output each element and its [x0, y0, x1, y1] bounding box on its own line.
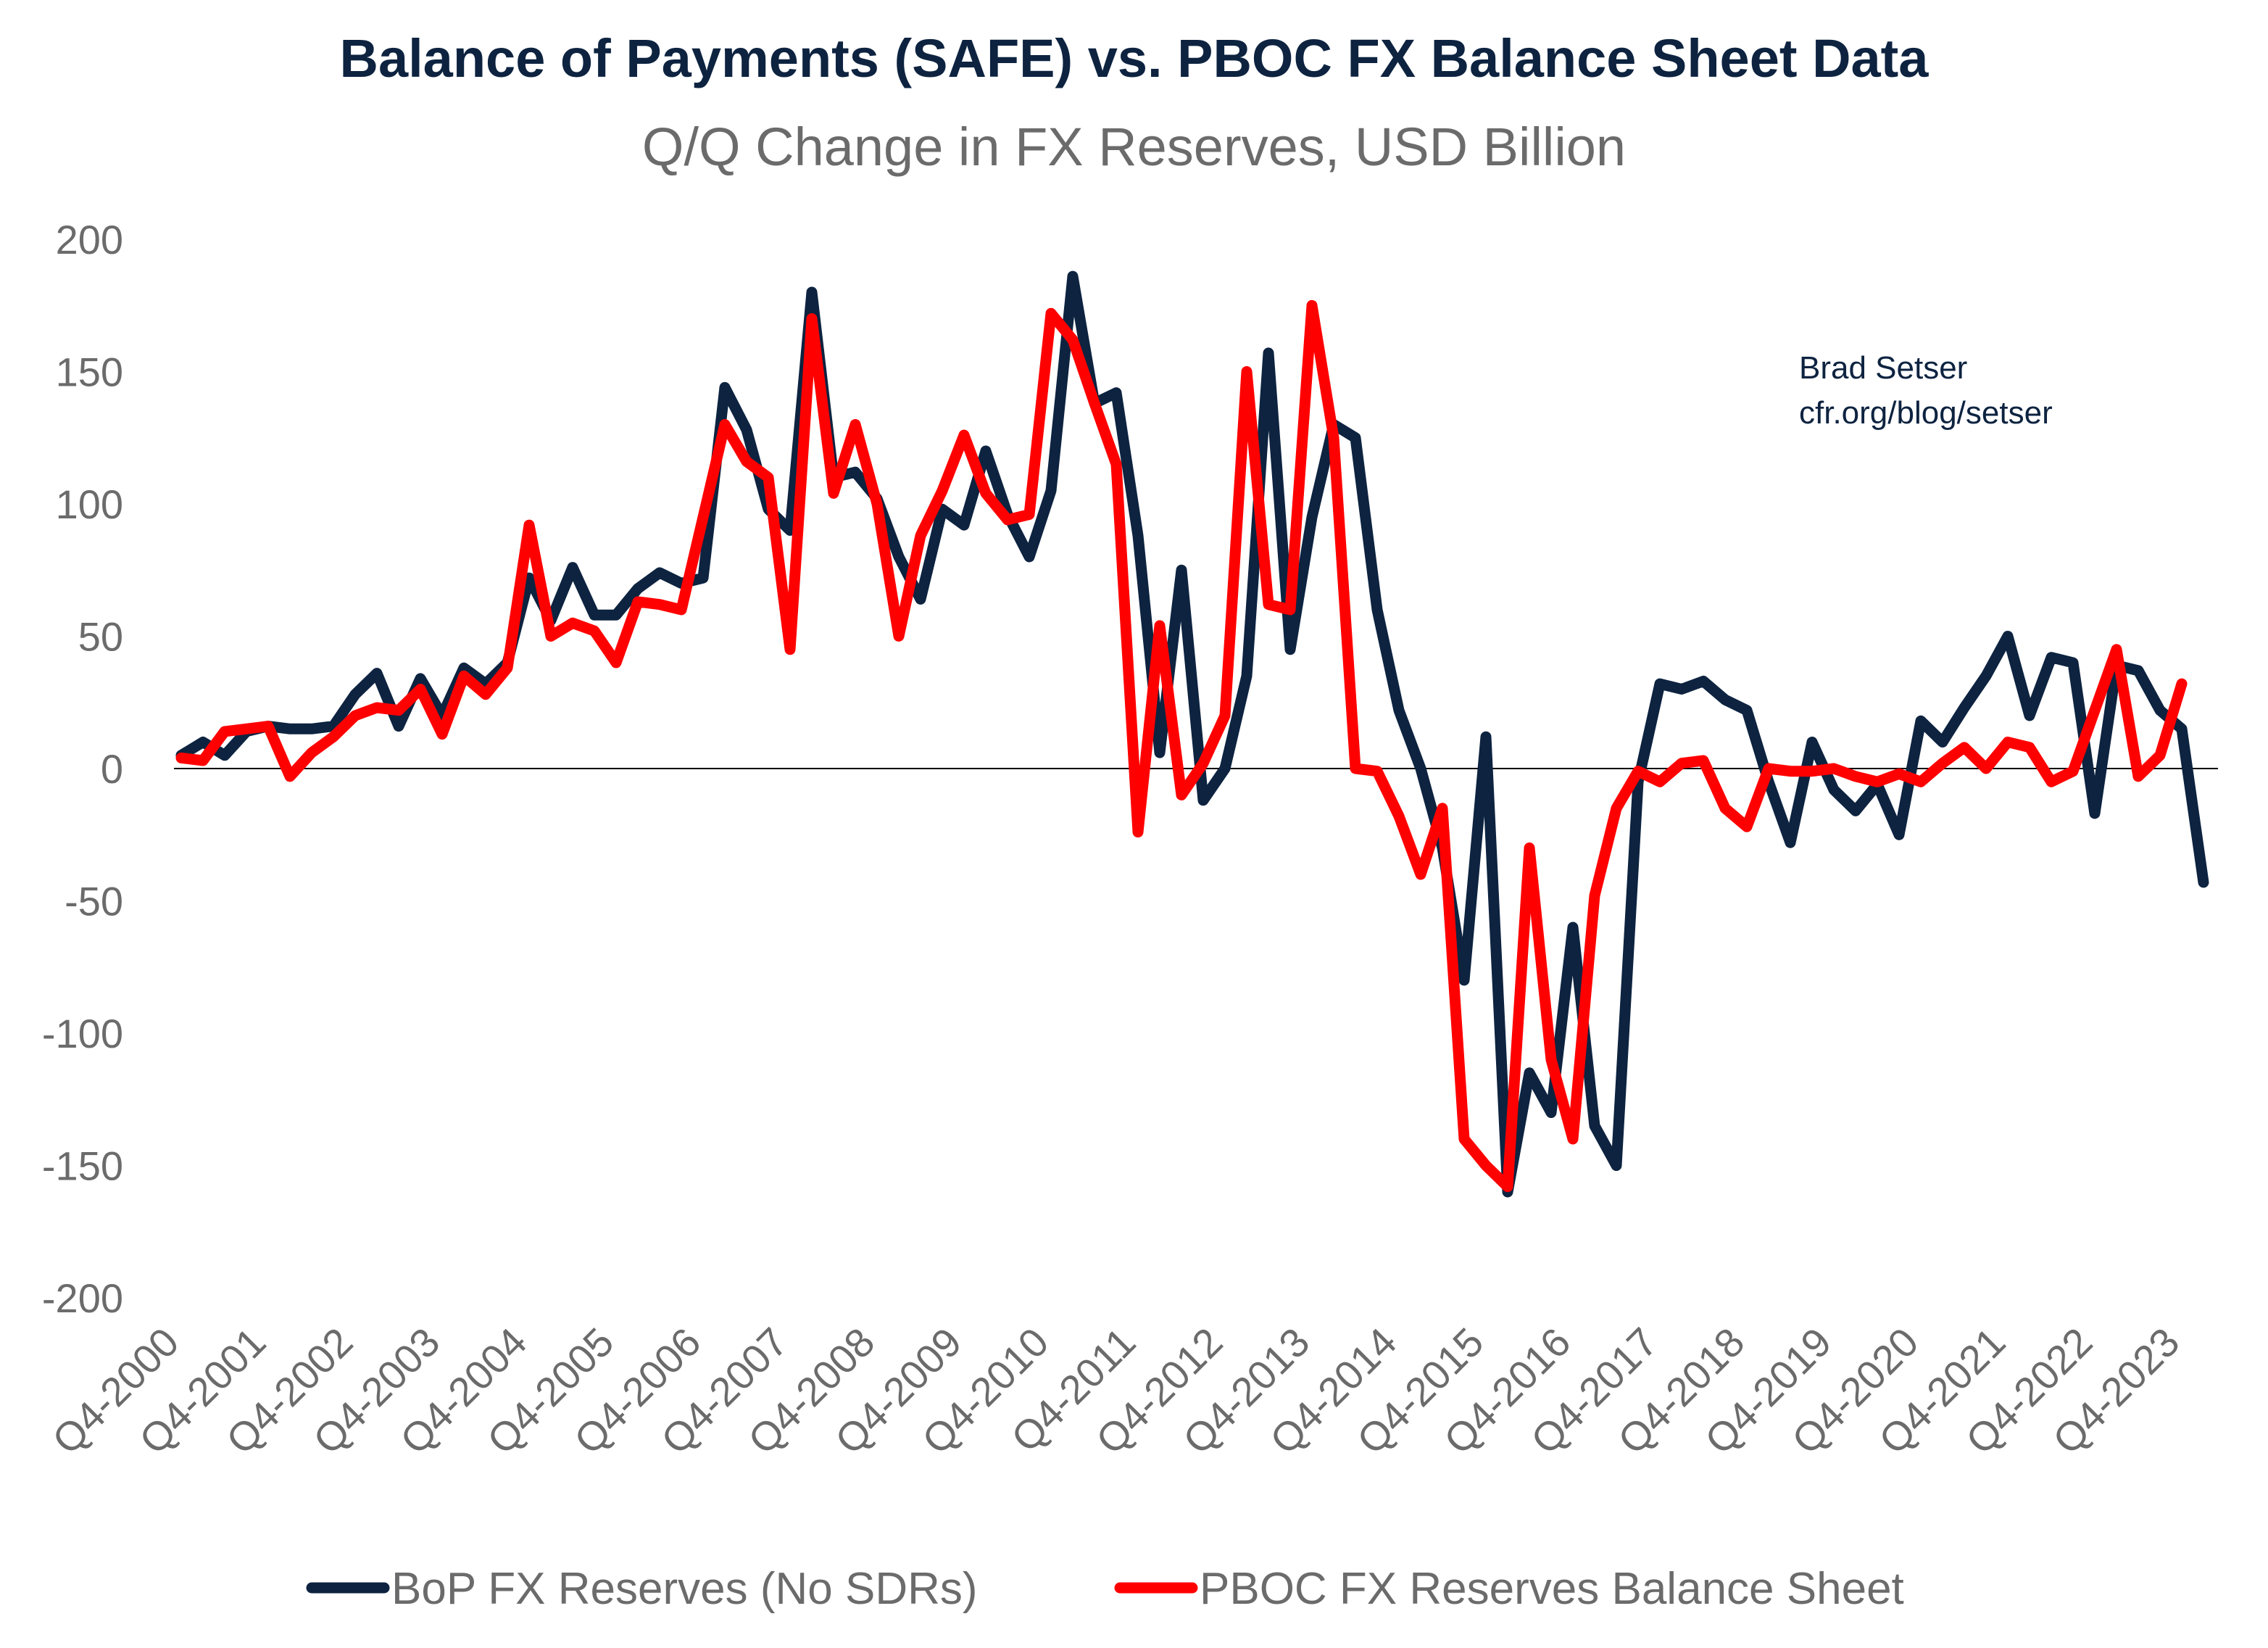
x-axis-ticks: Q4-2000Q4-2001Q4-2002Q4-2003Q4-2004Q4-20…: [43, 1319, 2188, 1463]
legend-label: BoP FX Reserves (No SDRs): [391, 1564, 978, 1614]
series-lines: [175, 270, 2209, 1198]
legend-label: PBOC FX Reserves Balance Sheet: [1200, 1564, 1904, 1614]
legend: BoP FX Reserves (No SDRs) PBOC FX Reserve…: [306, 1564, 1904, 1614]
y-tick-label: 200: [56, 217, 123, 262]
annotation-line: Brad Setser: [1799, 350, 1967, 386]
y-tick-label: -100: [42, 1011, 123, 1056]
annotation-line: cfr.org/blog/setser: [1799, 395, 2053, 431]
y-tick-label: 150: [56, 349, 123, 395]
y-axis-ticks: 200 150 100 50 0 -50 -100 -150 -200: [42, 217, 123, 1321]
y-tick-label: -150: [42, 1143, 123, 1189]
y-tick-label: 0: [101, 746, 123, 792]
y-tick-label: -50: [65, 879, 123, 924]
chart-subtitle: Q/Q Change in FX Reserves, USD Billion: [641, 117, 1627, 177]
y-tick-label: -200: [42, 1275, 123, 1321]
chart-title: Balance of Payments (SAFE) vs. PBOC FX B…: [339, 28, 1929, 88]
series-line-2: [175, 299, 2188, 1193]
y-tick-label: 100: [56, 481, 123, 527]
author-annotation: Brad Setser cfr.org/blog/setser: [1799, 350, 2053, 431]
y-tick-label: 50: [78, 614, 123, 660]
